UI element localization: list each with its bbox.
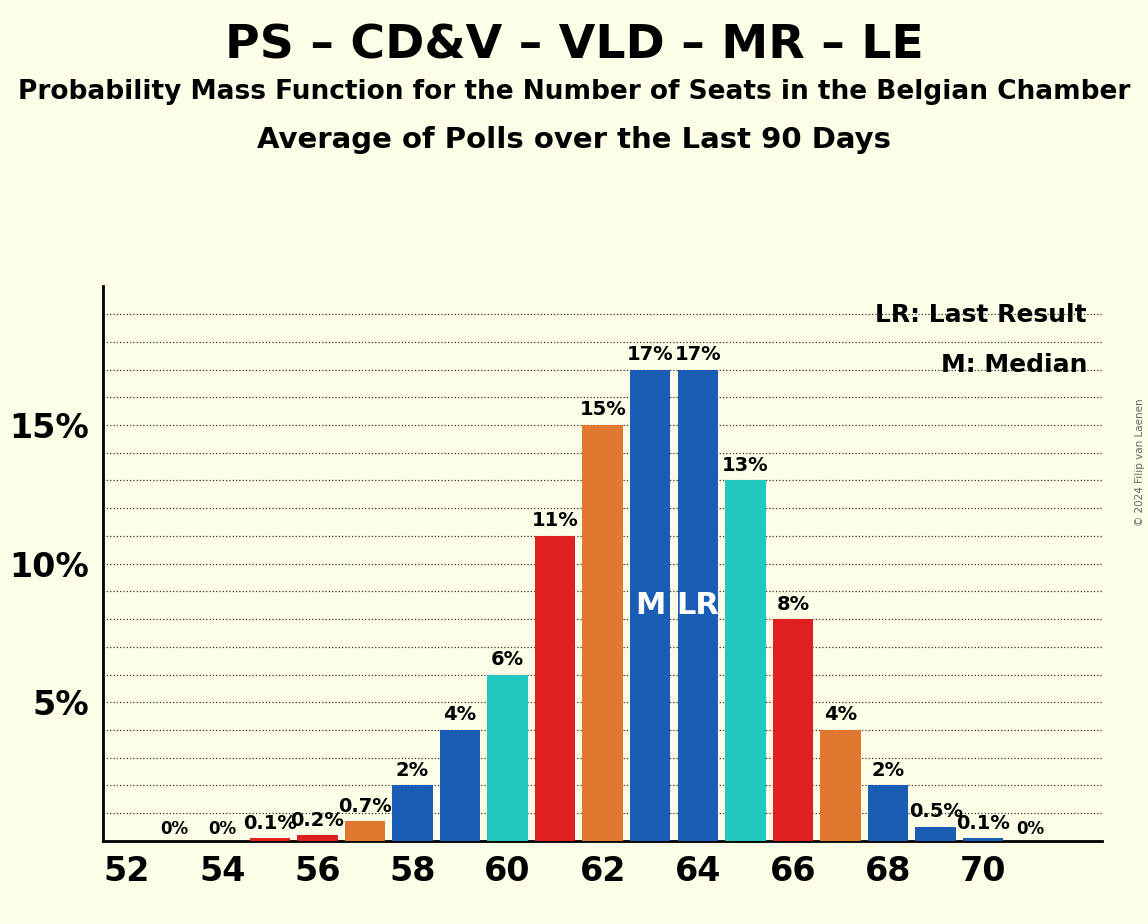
Text: 6%: 6%	[491, 650, 525, 669]
Bar	[249, 838, 290, 841]
Text: 0.7%: 0.7%	[338, 796, 391, 816]
Text: 4%: 4%	[443, 705, 476, 724]
Bar	[344, 821, 385, 841]
Text: Probability Mass Function for the Number of Seats in the Belgian Chamber: Probability Mass Function for the Number…	[18, 79, 1130, 104]
Text: 4%: 4%	[824, 705, 858, 724]
Bar	[677, 370, 718, 841]
Text: M: Median: M: Median	[940, 353, 1087, 377]
Text: 0%: 0%	[161, 820, 188, 837]
Text: 2%: 2%	[396, 760, 429, 780]
Text: Average of Polls over the Last 90 Days: Average of Polls over the Last 90 Days	[257, 126, 891, 153]
Bar	[297, 835, 338, 841]
Bar	[440, 730, 480, 841]
Bar	[535, 536, 575, 841]
Bar	[773, 619, 813, 841]
Text: 8%: 8%	[776, 594, 809, 614]
Text: M: M	[635, 590, 666, 620]
Text: 0.1%: 0.1%	[243, 813, 296, 833]
Text: 0.5%: 0.5%	[909, 802, 962, 821]
Text: 0.2%: 0.2%	[290, 810, 344, 830]
Text: 11%: 11%	[532, 511, 579, 530]
Text: 17%: 17%	[675, 345, 721, 364]
Bar	[963, 838, 1003, 841]
Bar	[868, 785, 908, 841]
Text: 15%: 15%	[580, 400, 626, 419]
Text: 17%: 17%	[627, 345, 674, 364]
Text: 13%: 13%	[722, 456, 769, 475]
Text: 2%: 2%	[871, 760, 905, 780]
Text: PS – CD&V – VLD – MR – LE: PS – CD&V – VLD – MR – LE	[225, 23, 923, 68]
Bar	[582, 425, 623, 841]
Text: LR: LR	[676, 590, 720, 620]
Bar	[630, 370, 670, 841]
Bar	[393, 785, 433, 841]
Text: 0%: 0%	[1017, 820, 1045, 837]
Bar	[915, 827, 956, 841]
Text: © 2024 Filip van Laenen: © 2024 Filip van Laenen	[1135, 398, 1145, 526]
Text: LR: Last Result: LR: Last Result	[876, 303, 1087, 327]
Text: 0.1%: 0.1%	[956, 813, 1010, 833]
Bar	[488, 675, 528, 841]
Text: 0%: 0%	[208, 820, 236, 837]
Bar	[821, 730, 861, 841]
Bar	[726, 480, 766, 841]
